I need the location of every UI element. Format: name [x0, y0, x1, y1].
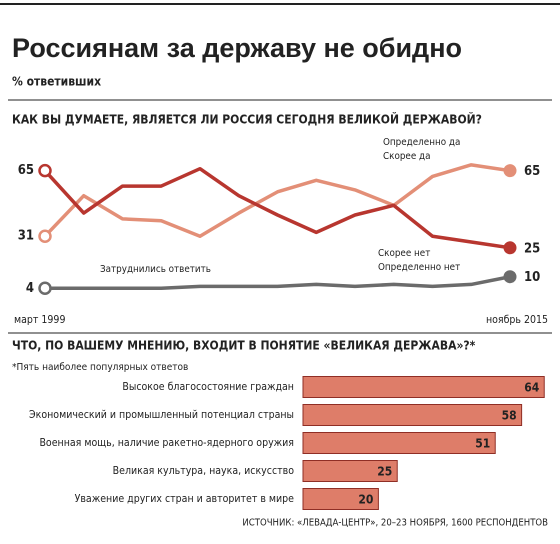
value-label: 51	[475, 437, 490, 451]
end-label: 25	[524, 241, 540, 256]
legend-label: Определенно да Скорее да	[383, 137, 461, 162]
bar	[302, 432, 496, 454]
bar	[302, 404, 523, 426]
start-marker	[38, 281, 52, 296]
value-label: 64	[524, 381, 540, 395]
x-tick-label: март 1999	[14, 314, 65, 326]
category-label: Экономический и промышленный потенциал с…	[29, 409, 294, 421]
start-label: 31	[18, 229, 34, 244]
section-title: КАК ВЫ ДУМАЕТЕ, ЯВЛЯЕТСЯ ЛИ РОССИЯ СЕГОД…	[12, 112, 482, 127]
source: ИСТОЧНИК: «ЛЕВАДА-ЦЕНТР», 20–23 НОЯБРЯ, …	[242, 518, 548, 529]
category-label: Военная мощь, наличие ракетно-ядерного о…	[39, 437, 294, 449]
legend-label: Скорее нет Определенно нет	[378, 248, 461, 273]
start-label: 65	[18, 163, 34, 178]
value-label: 25	[377, 465, 392, 479]
series-line	[43, 163, 511, 238]
category-label: Уважение других стран и авторитет в мире	[75, 493, 295, 505]
category-label: Великая культура, наука, искусство	[113, 465, 295, 477]
bar	[302, 488, 379, 510]
series-line	[43, 166, 511, 250]
end-label: 10	[524, 270, 540, 285]
start-marker	[38, 229, 52, 243]
end-marker	[503, 241, 517, 255]
end-label: 65	[524, 164, 540, 179]
bar	[302, 376, 545, 398]
end-marker	[503, 270, 517, 284]
subtitle: % ответивших	[12, 75, 101, 89]
x-tick-label: ноябрь 2015	[486, 314, 548, 326]
legend-label: Затруднились ответить	[100, 264, 211, 275]
title: Россиянам за державу не обидно	[12, 33, 462, 63]
value-label: 20	[358, 493, 373, 507]
start-marker	[38, 163, 52, 178]
category-label: Высокое благосостояние граждан	[122, 381, 294, 393]
section-title: ЧТО, ПО ВАШЕМУ МНЕНИЮ, ВХОДИТ В ПОНЯТИЕ …	[12, 339, 476, 353]
start-label: 4	[26, 281, 34, 296]
end-marker	[503, 164, 517, 178]
note: *Пять наиболее популярных ответов	[12, 361, 188, 373]
value-label: 58	[502, 409, 517, 423]
bar	[302, 460, 398, 482]
series-line	[45, 274, 511, 291]
